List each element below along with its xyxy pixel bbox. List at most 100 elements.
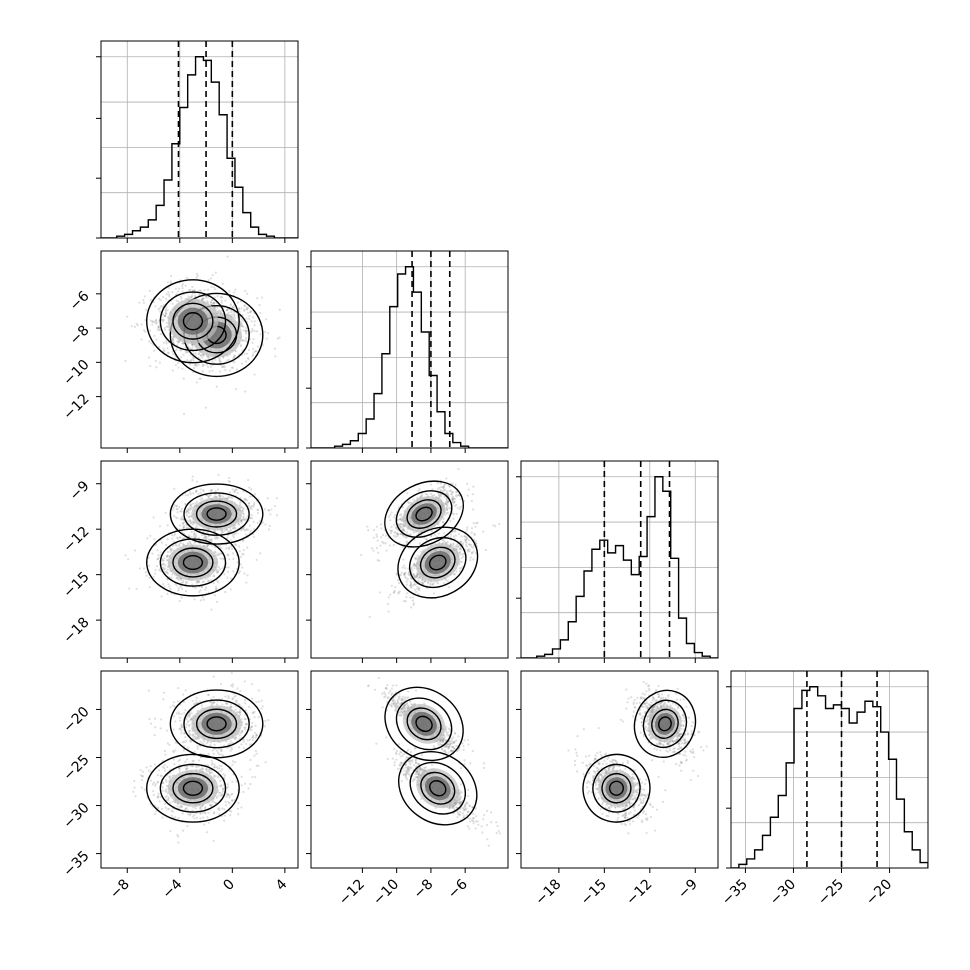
scatter-point xyxy=(211,274,214,277)
scatter-point xyxy=(228,290,231,293)
scatter-point xyxy=(226,554,229,557)
scatter-point xyxy=(166,572,169,575)
scatter-point xyxy=(241,528,245,531)
density-core xyxy=(177,551,209,574)
scatter-point xyxy=(164,311,167,314)
scatter-point xyxy=(213,495,217,498)
scatter-point xyxy=(251,734,255,737)
scatter-point xyxy=(242,740,245,743)
scatter-point xyxy=(249,331,252,334)
scatter-point xyxy=(392,591,395,594)
scatter-point xyxy=(469,559,472,562)
scatter-point xyxy=(188,534,191,537)
scatter-point xyxy=(192,502,195,505)
scatter-point xyxy=(237,522,240,525)
scatter-point xyxy=(188,715,191,719)
scatter-point xyxy=(417,593,420,596)
scatter-point xyxy=(470,527,473,530)
y-tick-label: −6 xyxy=(67,288,93,314)
scatter-point xyxy=(467,548,471,551)
scatter-point xyxy=(179,295,182,298)
scatter-point xyxy=(242,507,245,510)
scatter-point xyxy=(432,582,435,585)
scatter-point xyxy=(217,552,220,555)
scatter-point xyxy=(206,494,209,497)
scatter-point xyxy=(142,329,146,332)
contour-line xyxy=(182,555,204,571)
scatter-point xyxy=(462,542,465,545)
scatter-point xyxy=(455,512,458,516)
scatter-point xyxy=(246,308,249,311)
scatter-point xyxy=(167,583,170,586)
scatter-point xyxy=(154,568,157,572)
scatter-point xyxy=(202,537,205,540)
scatter-point xyxy=(135,587,138,590)
scatter-point xyxy=(260,296,264,299)
scatter-point xyxy=(385,549,388,552)
scatter-point xyxy=(198,353,201,356)
scatter-point xyxy=(452,513,455,516)
scatter-point xyxy=(229,528,232,531)
scatter-point xyxy=(193,533,196,536)
scatter-point xyxy=(172,728,175,731)
scatter-point xyxy=(233,527,236,530)
scatter-point xyxy=(195,363,198,366)
scatter-point xyxy=(201,356,204,360)
scatter-point xyxy=(377,551,380,554)
scatter-point xyxy=(405,531,409,534)
scatter-point xyxy=(176,700,179,703)
scatter-point xyxy=(253,715,256,719)
scatter-point xyxy=(241,510,244,513)
scatter-point xyxy=(211,302,214,305)
scatter-point xyxy=(212,695,215,699)
scatter-point xyxy=(177,589,180,592)
scatter-point xyxy=(413,564,416,567)
scatter-point xyxy=(165,555,169,558)
scatter-point xyxy=(441,521,444,524)
scatter-point xyxy=(454,530,457,533)
scatter-point xyxy=(267,509,270,512)
scatter-point xyxy=(175,299,178,302)
scatter-point xyxy=(414,564,417,568)
scatter-point xyxy=(244,702,247,705)
scatter-point xyxy=(370,547,374,550)
scatter-point xyxy=(236,561,239,564)
scatter-point xyxy=(241,566,244,569)
scatter-point xyxy=(267,509,271,512)
scatter-point xyxy=(253,731,257,734)
panel-frame xyxy=(100,250,299,449)
scatter-point xyxy=(238,545,241,548)
scatter-point xyxy=(201,363,204,366)
scatter-point xyxy=(378,591,381,594)
scatter-point xyxy=(228,491,232,494)
scatter-panel-1-3: −9−12−15−18 xyxy=(60,460,299,663)
scatter-point xyxy=(399,518,402,521)
scatter-panel-1-2: −6−8−10−12 xyxy=(60,250,299,453)
scatter-point xyxy=(178,340,181,343)
scatter-point xyxy=(196,581,200,584)
scatter-point xyxy=(184,580,188,584)
scatter-point xyxy=(206,356,210,359)
scatter-point xyxy=(176,517,179,520)
scatter-point xyxy=(183,712,186,715)
scatter-point xyxy=(188,288,191,292)
scatter-point xyxy=(185,351,188,354)
scatter-point xyxy=(227,495,230,498)
scatter-point xyxy=(458,551,461,555)
scatter-point xyxy=(389,531,393,535)
scatter-point xyxy=(204,406,208,409)
scatter-point xyxy=(224,702,228,705)
scatter-point xyxy=(229,740,232,743)
scatter-point xyxy=(445,500,448,503)
scatter-point xyxy=(181,581,184,584)
scatter-point xyxy=(252,338,255,341)
y-tick-label: −8 xyxy=(67,322,93,348)
scatter-point xyxy=(420,578,424,581)
scatter-point xyxy=(207,496,210,499)
scatter-point xyxy=(221,495,225,498)
scatter-point xyxy=(249,516,252,519)
scatter-point xyxy=(400,525,403,528)
scatter-point xyxy=(178,758,182,761)
scatter-point xyxy=(274,355,277,358)
contour-line xyxy=(169,292,264,378)
